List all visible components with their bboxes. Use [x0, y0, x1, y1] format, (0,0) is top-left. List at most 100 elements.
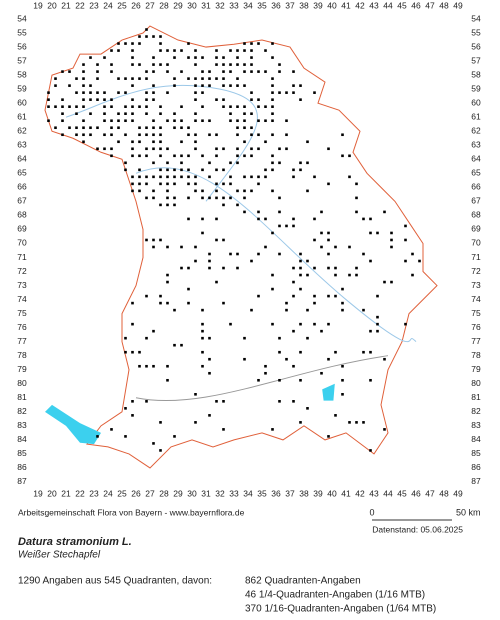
y-label: 82	[471, 406, 481, 416]
occurrence-dot	[159, 175, 162, 179]
occurrence-dot	[201, 217, 204, 221]
credit: Arbeitsgemeinschaft Flora von Bayern - w…	[18, 507, 245, 517]
occurrence-dot	[208, 252, 211, 256]
occurrence-dot	[194, 140, 197, 144]
occurrence-dot	[222, 182, 225, 186]
occurrence-dot	[166, 175, 169, 179]
occurrence-dot	[145, 35, 148, 38]
occurrence-dot	[257, 42, 260, 45]
occurrence-dot	[292, 364, 295, 368]
occurrence-dot	[215, 196, 218, 200]
occurrence-dot	[208, 70, 211, 73]
occurrence-dot	[299, 273, 302, 277]
occurrence-dot	[299, 350, 302, 354]
occurrence-dot	[187, 182, 190, 186]
occurrence-dot	[124, 112, 127, 116]
x-label: 37	[285, 0, 295, 10]
occurrence-dot	[82, 98, 85, 101]
occurrence-dot	[320, 210, 323, 214]
occurrence-dot	[306, 407, 309, 410]
occurrence-dot	[222, 147, 225, 151]
occurrence-dot	[222, 203, 225, 207]
occurrence-dot	[229, 252, 232, 256]
occurrence-dot	[285, 91, 288, 94]
occurrence-dot	[152, 329, 155, 333]
x-label: 29	[173, 0, 183, 10]
occurrence-dot	[215, 154, 218, 158]
x-label: 47	[425, 0, 435, 10]
occurrence-dot	[194, 98, 197, 101]
occurrence-dot	[229, 161, 232, 165]
occurrence-dot	[250, 42, 253, 45]
occurrence-dot	[180, 119, 183, 123]
occurrence-dot	[166, 147, 169, 151]
occurrence-dot	[82, 105, 85, 108]
occurrence-dot	[229, 70, 232, 73]
occurrence-dot	[145, 147, 148, 151]
occurrence-dot	[250, 112, 253, 116]
occurrence-dot	[131, 112, 134, 116]
occurrence-dot	[348, 175, 351, 179]
occurrence-dot	[110, 63, 113, 66]
occurrence-dot	[61, 133, 64, 137]
occurrence-dot	[271, 428, 274, 431]
occurrence-dot	[201, 364, 204, 368]
occurrence-dot	[166, 273, 169, 277]
occurrence-dot	[229, 119, 232, 123]
y-label: 63	[471, 140, 481, 150]
x-label: 20	[47, 0, 57, 10]
occurrence-dot	[82, 119, 85, 123]
occurrence-dot	[82, 133, 85, 137]
occurrence-dot	[208, 77, 211, 80]
occurrence-dot	[250, 49, 253, 52]
x-label: 49	[453, 488, 463, 498]
occurrence-dot	[271, 119, 274, 123]
occurrence-dot	[131, 49, 134, 52]
x-label: 23	[89, 488, 99, 498]
occurrence-dot	[285, 133, 288, 137]
occurrence-dot	[131, 56, 134, 59]
occurrence-dot	[187, 196, 190, 200]
occurrence-dot	[75, 91, 78, 94]
occurrence-dot	[208, 175, 211, 179]
occurrence-dot	[124, 77, 127, 80]
occurrence-dot	[292, 329, 295, 333]
occurrence-dot	[355, 266, 358, 270]
occurrence-dot	[110, 119, 113, 123]
occurrence-dot	[236, 154, 239, 158]
occurrence-dot	[131, 105, 134, 108]
occurrence-dot	[201, 196, 204, 200]
occurrence-dot	[152, 126, 155, 130]
occurrence-dot	[229, 196, 232, 200]
occurrence-dot	[117, 112, 120, 116]
occurrence-dot	[187, 266, 190, 270]
occurrence-dot	[271, 161, 274, 165]
occurrence-dot	[138, 350, 141, 354]
y-label: 87	[471, 476, 481, 486]
occurrence-dot	[271, 168, 274, 172]
occurrence-dot	[110, 133, 113, 137]
occurrence-dot	[376, 294, 379, 298]
x-label: 33	[229, 488, 239, 498]
occurrence-dot	[383, 280, 386, 284]
occurrence-dot	[222, 266, 225, 270]
occurrence-dot	[131, 189, 134, 193]
occurrence-dot	[173, 182, 176, 186]
occurrence-dot	[145, 105, 148, 108]
occurrence-dot	[208, 196, 211, 200]
occurrence-dot	[54, 126, 57, 130]
x-label: 47	[425, 488, 435, 498]
occurrence-dot	[215, 77, 218, 80]
occurrence-dot	[152, 161, 155, 165]
occurrence-dot	[208, 119, 211, 123]
occurrence-dot	[152, 56, 155, 59]
y-label: 66	[471, 182, 481, 192]
occurrence-dot	[285, 301, 288, 305]
occurrence-dot	[131, 77, 134, 80]
occurrence-dot	[383, 210, 386, 214]
occurrence-dot	[187, 42, 190, 45]
occurrence-dot	[306, 189, 309, 193]
occurrence-dot	[285, 224, 288, 228]
occurrence-dot	[166, 203, 169, 207]
occurrence-dot	[292, 400, 295, 403]
